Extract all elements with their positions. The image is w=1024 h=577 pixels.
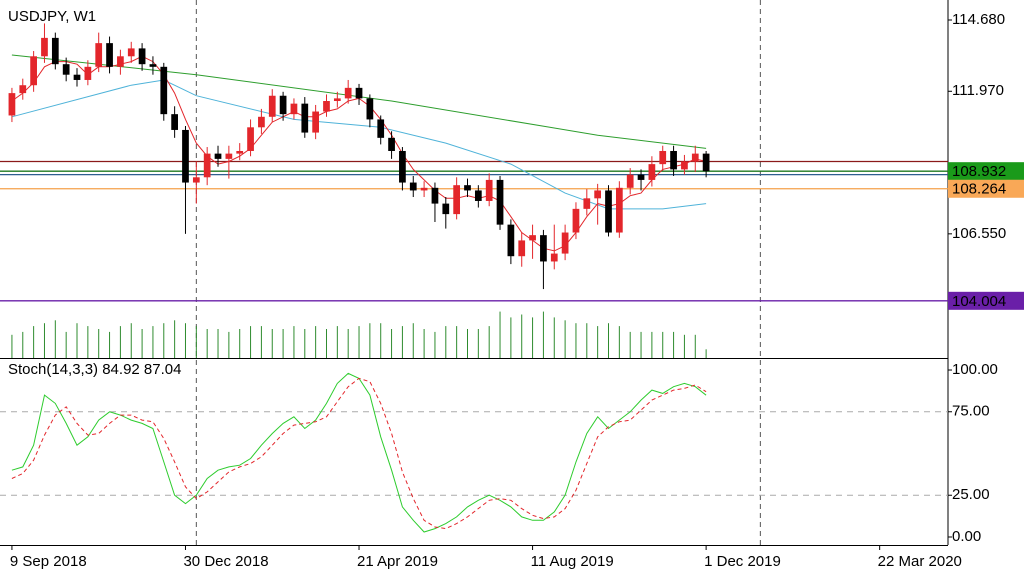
candle-body: [333, 98, 341, 102]
candle-body: [702, 153, 710, 172]
candle-body: [648, 164, 656, 180]
candle-body: [388, 137, 395, 151]
candle-body: [8, 93, 16, 116]
candle-body: [160, 66, 168, 115]
y-tick-label: 75.00: [952, 403, 990, 420]
candle-body: [399, 150, 406, 183]
candle-body: [138, 48, 146, 65]
price-tag-label: 108.932: [952, 163, 1006, 180]
candle-body: [540, 235, 547, 262]
x-tick-label: 9 Sep 2018: [10, 553, 87, 570]
candle-body: [659, 150, 667, 165]
y-tick-label: 100.00: [952, 361, 998, 378]
candle-body: [312, 111, 320, 133]
candle-body: [236, 150, 244, 154]
candle-body: [518, 240, 526, 257]
x-tick-label: 21 Apr 2019: [357, 553, 438, 570]
candle-body: [485, 179, 493, 201]
stochastic-line: [11, 377, 707, 530]
candle-body: [420, 187, 428, 191]
candle-body: [409, 182, 417, 191]
candle-body: [605, 190, 612, 233]
candle-body: [192, 177, 200, 183]
candle-body: [572, 208, 580, 233]
price-tag: [948, 291, 1024, 310]
y-tick-label: 0.00: [952, 528, 981, 545]
chart-title: USDJPY, W1: [8, 8, 96, 25]
candle-body: [203, 153, 211, 178]
candle-body: [214, 153, 222, 159]
candle-body: [366, 98, 374, 120]
price-tag-label: 108.264: [952, 181, 1006, 198]
indicator-title: Stoch(14,3,3) 84.92 87.04: [8, 361, 181, 378]
x-tick-label: 30 Dec 2018: [183, 553, 268, 570]
y-tick-label: 25.00: [952, 486, 990, 503]
candle-body: [550, 253, 558, 262]
candle-body: [615, 187, 623, 233]
candle-body: [127, 48, 135, 57]
candle-body: [225, 153, 233, 159]
candle-body: [301, 103, 309, 133]
candle-body: [377, 119, 385, 138]
candle-body: [453, 185, 461, 215]
candle-body: [496, 179, 504, 225]
candle-body: [681, 161, 688, 170]
moving-average: [11, 54, 707, 149]
candle-body: [258, 116, 265, 128]
candle-body: [30, 56, 37, 86]
candle-body: [691, 153, 699, 162]
candle-body: [149, 64, 157, 67]
candle-body: [62, 64, 70, 75]
x-tick-label: 11 Aug 2019: [531, 553, 614, 570]
price-tag: [948, 179, 1024, 198]
price-tag-label: 104.004: [952, 293, 1006, 310]
candle-body: [290, 103, 298, 115]
price-tag: [948, 162, 1024, 181]
y-tick-label: 114.680: [952, 11, 1005, 28]
candle-body: [323, 101, 330, 112]
candle-body: [171, 114, 178, 130]
y-tick-label: 111.970: [952, 82, 1004, 99]
candle-body: [51, 37, 59, 65]
candle-body: [19, 85, 27, 94]
candle-body: [561, 232, 569, 254]
candle-body: [464, 185, 471, 191]
candle-body: [95, 43, 103, 67]
candle-body: [73, 74, 81, 80]
candle-body: [637, 174, 645, 180]
candle-body: [670, 150, 677, 170]
candle-body: [431, 187, 439, 204]
candle-body: [41, 37, 48, 57]
candle-body: [279, 95, 287, 115]
candle-body: [529, 235, 536, 241]
x-tick-label: 22 Mar 2020: [878, 553, 962, 570]
candle-body: [507, 224, 515, 257]
candle-body: [117, 56, 124, 67]
candle-body: [106, 43, 113, 67]
candle-body: [474, 190, 482, 201]
candle-body: [594, 190, 602, 199]
y-tick-label: 106.550: [952, 225, 1006, 242]
candle-body: [583, 198, 591, 209]
candle-body: [355, 87, 363, 99]
candle-body: [84, 66, 92, 80]
candle-body: [247, 127, 254, 151]
candle-body: [442, 203, 450, 215]
candle-body: [182, 129, 189, 183]
candle-body: [344, 87, 352, 99]
candle-body: [268, 95, 276, 117]
x-tick-label: 1 Dec 2019: [704, 553, 781, 570]
candle-body: [626, 174, 634, 188]
